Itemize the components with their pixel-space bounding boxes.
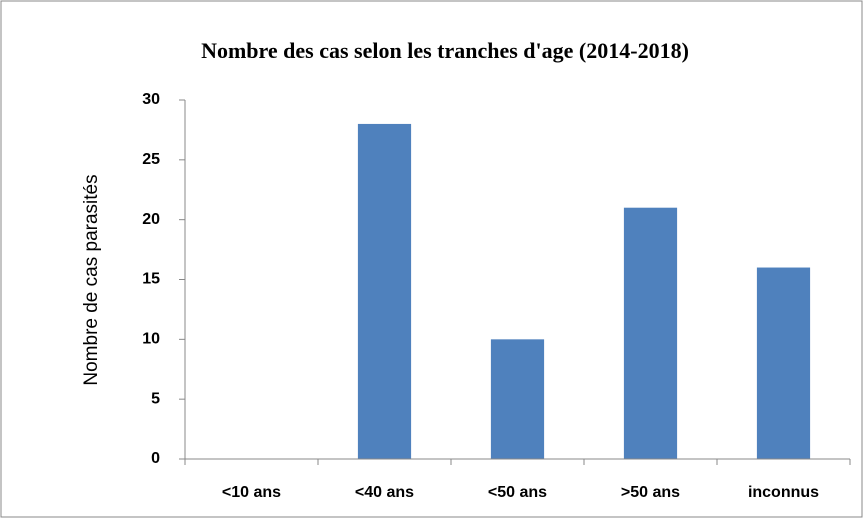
y-tick-label: 0 — [151, 450, 160, 467]
y-tick-label: 25 — [142, 151, 160, 168]
bar — [490, 339, 545, 459]
y-tick-label: 30 — [142, 91, 160, 108]
bar — [357, 123, 412, 459]
x-tick-label: <10 ans — [222, 484, 281, 501]
x-tick-label: >50 ans — [621, 484, 680, 501]
x-tick-label: <40 ans — [355, 484, 414, 501]
y-tick-label: 10 — [142, 331, 160, 348]
y-tick-label: 15 — [142, 271, 160, 288]
y-tick-label: 20 — [142, 211, 160, 228]
x-tick-label: inconnus — [748, 484, 819, 501]
chart-title: Nombre des cas selon les tranches d'age … — [201, 38, 689, 63]
x-tick-label: <50 ans — [488, 484, 547, 501]
y-tick-label: 5 — [151, 390, 160, 407]
y-axis-label: Nombre de cas parasités — [81, 174, 102, 385]
bar — [623, 207, 678, 459]
bar — [756, 267, 811, 459]
